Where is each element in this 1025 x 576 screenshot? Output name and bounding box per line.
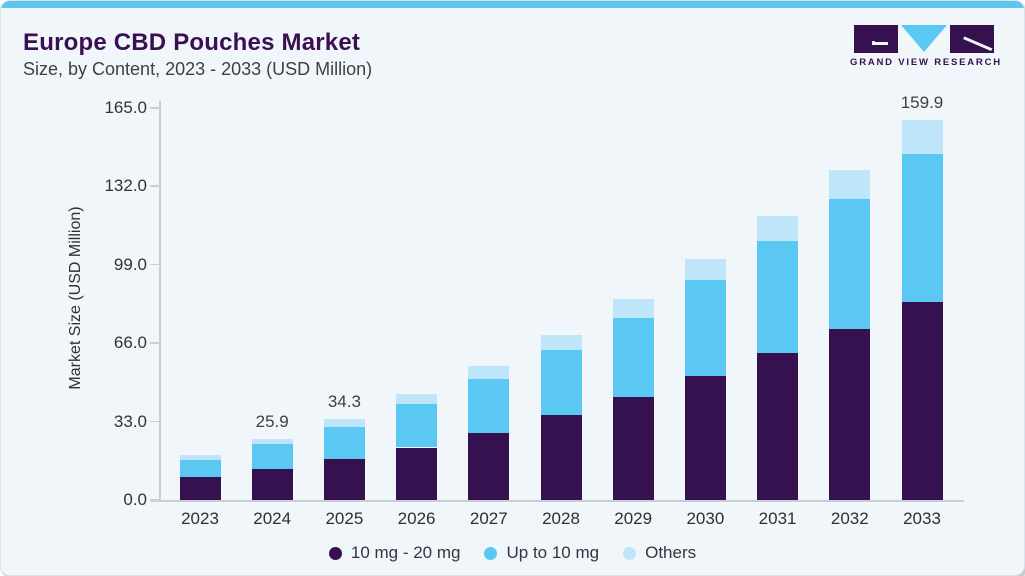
legend-label: Others [645,543,697,562]
bar-segment [612,317,654,398]
bar-segment [901,120,943,154]
bar-segment [540,334,582,350]
bar-segment [829,198,871,329]
bar-segment [468,379,510,433]
bar-segment [684,280,726,376]
x-axis-tick-label: 2023 [181,509,219,528]
page-subtitle: Size, by Content, 2023 - 2033 (USD Milli… [23,59,373,79]
gvr-logo-icon [854,25,994,53]
x-axis-tick-label: 2026 [397,509,436,528]
x-axis-tick-label: 2025 [325,509,364,528]
bar-segment [251,438,293,444]
x-axis-tick-label: 2032 [830,509,869,528]
legend-swatch-icon [484,546,498,560]
bar-segment [684,259,726,281]
x-axis-tick-label: 2024 [253,509,292,528]
bar-segment [396,404,438,448]
bar-segment [612,397,654,500]
bar-segment [612,298,654,318]
bar-segment [757,352,799,500]
legend-swatch-icon [328,546,342,560]
bar-total-label: 25.9 [255,411,289,431]
gvr-logo-caption: GRAND VIEW RESEARCH [850,57,1002,68]
x-axis-tick-label: 2029 [614,509,653,528]
legend-item: 10 mg - 20 mg [328,543,461,563]
accent-bar [1,1,1024,8]
bar-segment [757,241,799,353]
x-axis-tick-label: 2027 [469,509,508,528]
chart-legend: 10 mg - 20 mg Up to 10 mg Others [1,543,1024,563]
bar-segment [540,415,582,500]
y-axis-tick-label: 66.0 [113,333,147,353]
y-axis-tick-mark [150,499,159,501]
page-title: Europe CBD Pouches Market [23,29,361,56]
bar-segment [829,328,871,500]
bar-segment [468,432,510,500]
legend-item: Up to 10 mg [484,543,599,563]
y-axis-tick-mark [150,107,159,109]
bar-segment [540,349,582,416]
bar-segment [757,215,799,242]
bar-total-label: 34.3 [327,391,361,411]
bar-segment [901,153,943,302]
y-axis-tick-label: 33.0 [113,411,147,431]
x-axis-tick-label: 2028 [542,509,580,528]
y-axis-title: Market Size (USD Million) [67,206,84,390]
x-axis-tick-label: 2033 [903,509,941,528]
bar-segment [179,476,221,500]
y-axis-tick-label: 132.0 [104,176,147,196]
bar-segment [684,376,726,500]
y-axis-tick-label: 99.0 [113,254,147,274]
x-axis-tick-label: 2030 [686,509,725,528]
y-axis-tick-label: 165.0 [104,98,147,117]
bar-segment [396,394,438,405]
bar-segment [323,458,365,500]
legend-label: Up to 10 mg [506,543,600,562]
bar-segment [323,426,365,459]
bar-segment [179,459,221,477]
y-axis-line [159,101,161,501]
y-axis-tick-mark [150,420,159,423]
legend-swatch-icon [623,546,637,560]
bar-segment [251,468,293,500]
x-axis-line [151,500,964,502]
bar-segment [179,454,221,460]
bar-segment [468,366,510,380]
bar-total-label: 159.9 [900,93,944,113]
bar-segment [396,447,438,500]
bar-segment [829,169,871,199]
y-axis-tick-mark [150,342,159,344]
bar-segment [901,301,943,500]
bar-segment [323,418,365,427]
legend-label: 10 mg - 20 mg [350,543,461,562]
legend-item: Others [623,543,696,563]
bar-segment [251,443,293,469]
y-axis-tick-mark [150,185,159,187]
y-axis-tick-label: 0.0 [123,490,147,509]
x-axis-tick-label: 2031 [758,509,797,528]
y-axis-tick-mark [150,263,159,266]
